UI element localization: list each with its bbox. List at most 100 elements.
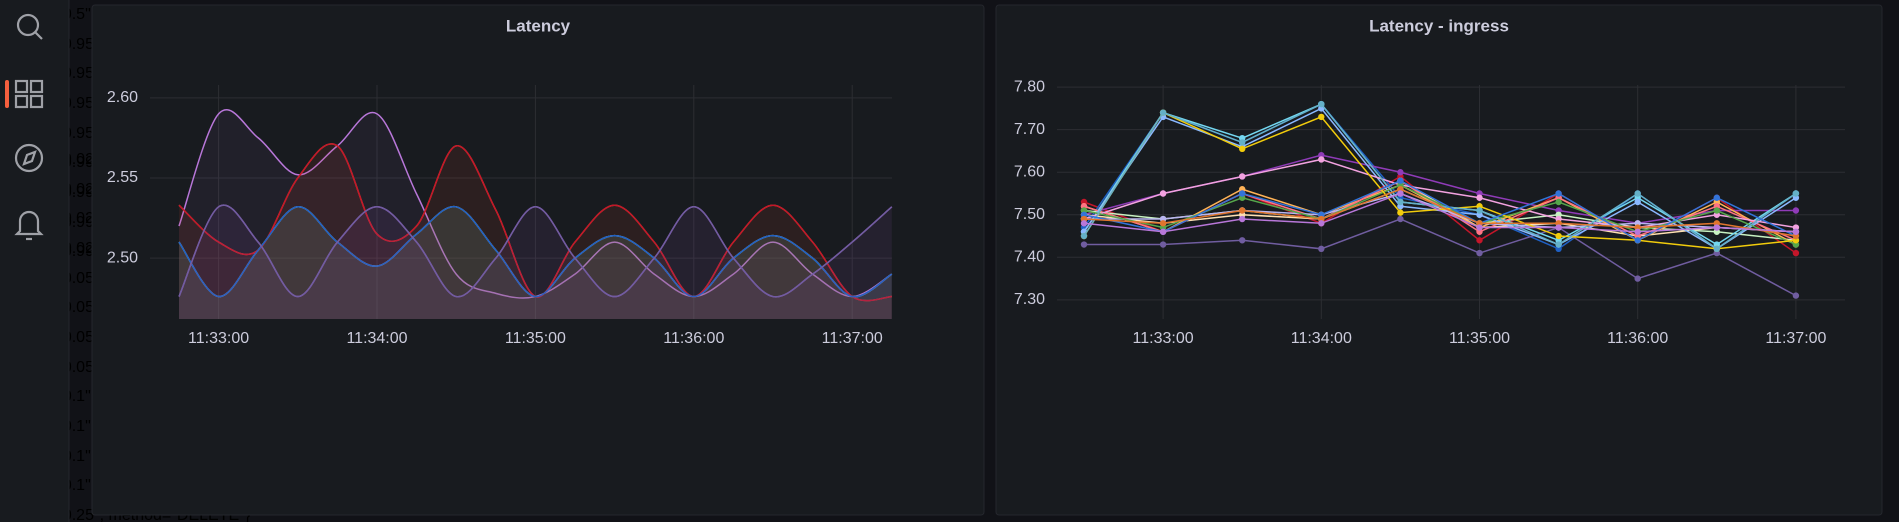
series-area <box>179 206 892 319</box>
x-tick-label: 11:35:00 <box>1449 330 1510 347</box>
data-point <box>1555 241 1562 248</box>
data-point <box>1792 207 1800 214</box>
data-point <box>1476 237 1483 244</box>
data-point <box>1634 190 1641 197</box>
data-point <box>1555 232 1562 240</box>
data-point <box>1713 207 1721 214</box>
series-line <box>178 109 893 299</box>
panel-title: Latency <box>506 16 571 35</box>
series-area <box>179 206 892 319</box>
data-point <box>1318 156 1325 163</box>
data-point <box>1397 215 1404 223</box>
data-point <box>1476 207 1483 214</box>
data-point <box>1318 245 1325 252</box>
y-tick-label: 7.70 <box>1014 121 1045 138</box>
sidebar <box>0 0 69 522</box>
data-point <box>1397 169 1404 176</box>
x-tick-label: 11:36:00 <box>1607 330 1668 347</box>
y-tick-label: 7.40 <box>1014 249 1045 266</box>
data-point <box>1634 275 1641 282</box>
series-line <box>1083 179 1797 242</box>
data-point <box>1713 224 1721 231</box>
data-point <box>1239 237 1246 244</box>
y-tick-label: 7.60 <box>1014 163 1045 180</box>
data-point <box>1080 232 1088 240</box>
data-point <box>1555 198 1562 206</box>
data-point <box>1318 100 1325 108</box>
data-point <box>1397 198 1404 206</box>
data-point <box>1159 228 1167 235</box>
alerting-icon[interactable] <box>14 210 44 241</box>
data-point <box>1476 224 1483 231</box>
data-point <box>1318 113 1325 121</box>
data-point <box>1476 249 1483 257</box>
data-point <box>1159 109 1167 116</box>
x-tick-label: 11:35:00 <box>505 330 566 347</box>
data-point <box>1792 249 1800 257</box>
series-line <box>1084 218 1797 297</box>
plot-area <box>1080 100 1800 299</box>
data-point <box>1476 194 1483 201</box>
y-tick-label: 7.50 <box>1014 206 1045 223</box>
data-point <box>1397 190 1404 197</box>
x-tick-label: 11:34:00 <box>346 330 407 347</box>
x-tick-label: 11:33:00 <box>1133 330 1194 347</box>
series-area <box>179 206 892 319</box>
data-point <box>1318 220 1325 227</box>
data-point <box>1080 220 1088 227</box>
data-point <box>1634 198 1641 206</box>
data-point <box>1239 139 1246 146</box>
panel-title: Latency - ingress <box>1369 16 1509 35</box>
series-line <box>1083 192 1796 233</box>
series-line <box>178 204 893 298</box>
data-point <box>1080 241 1088 248</box>
data-point <box>1792 228 1800 235</box>
y-tick-label: 2.55 <box>107 169 138 186</box>
data-point <box>1239 173 1246 180</box>
active-indicator <box>5 80 9 108</box>
x-tick-label: 11:37:00 <box>822 330 883 347</box>
data-point <box>1159 190 1167 197</box>
y-tick-label: 7.30 <box>1014 291 1045 308</box>
y-tick-label: 7.80 <box>1014 78 1045 95</box>
explore-icon[interactable] <box>14 143 44 173</box>
data-point <box>1159 220 1167 227</box>
data-point <box>1397 177 1404 184</box>
x-tick-label: 11:37:00 <box>1765 330 1826 347</box>
series-line <box>178 143 892 302</box>
data-point <box>1239 215 1246 223</box>
series-line <box>1083 111 1796 250</box>
x-tick-label: 11:34:00 <box>1291 330 1352 347</box>
data-point <box>1555 190 1562 197</box>
series-area <box>179 205 892 319</box>
series-area <box>179 206 892 319</box>
series-line <box>1083 188 1797 237</box>
data-point <box>1239 145 1246 153</box>
data-point <box>1555 224 1562 231</box>
y-tick-label: 2.60 <box>107 89 138 106</box>
series-area <box>179 109 892 319</box>
data-point <box>1397 209 1404 216</box>
y-tick-label: 2.50 <box>107 249 138 266</box>
panel <box>995 4 1883 516</box>
sidebar-icons <box>14 13 44 241</box>
plot-area <box>178 109 893 319</box>
series-area <box>179 205 892 319</box>
data-point <box>1634 228 1641 235</box>
data-point <box>1792 292 1800 299</box>
panel <box>91 4 985 516</box>
data-point <box>1713 245 1721 252</box>
series-line <box>178 206 893 298</box>
data-point <box>1239 190 1246 197</box>
data-point <box>1239 207 1246 214</box>
x-tick-label: 11:36:00 <box>663 330 724 347</box>
search-icon[interactable] <box>16 13 43 40</box>
x-tick-label: 11:33:00 <box>188 330 249 347</box>
data-point <box>1634 237 1641 244</box>
data-point <box>1792 190 1800 197</box>
dashboards-icon[interactable] <box>14 79 44 109</box>
data-point <box>1159 241 1167 248</box>
data-point <box>1713 194 1721 201</box>
